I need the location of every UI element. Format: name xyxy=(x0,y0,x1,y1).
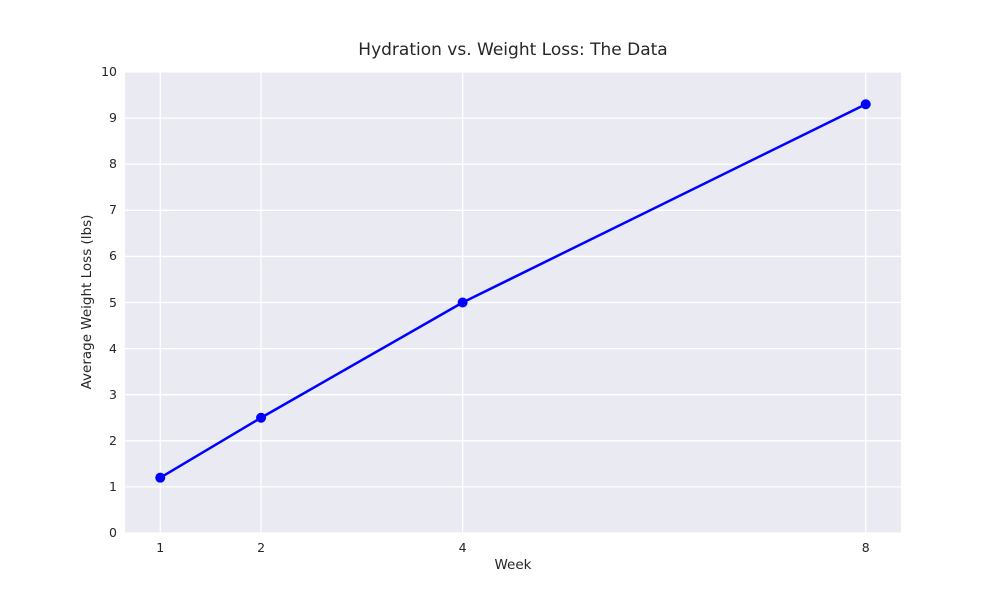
chart-title: Hydration vs. Weight Loss: The Data xyxy=(358,40,668,60)
y-tick-label: 6 xyxy=(109,248,117,264)
line-chart-svg xyxy=(125,72,901,533)
x-tick-label: 4 xyxy=(458,540,467,555)
y-tick-label: 3 xyxy=(109,386,117,402)
data-point-marker xyxy=(256,412,267,423)
y-tick-label: 5 xyxy=(109,294,117,310)
y-tick-label: 0 xyxy=(109,525,117,540)
data-line xyxy=(159,103,867,479)
data-point-marker xyxy=(457,297,468,308)
y-tick-label: 10 xyxy=(101,64,117,79)
y-tick-label: 4 xyxy=(109,340,117,356)
x-tick-label: 1 xyxy=(156,540,165,555)
data-point-marker xyxy=(860,99,871,110)
plot-area xyxy=(125,72,901,533)
y-tick-label: 7 xyxy=(109,202,117,218)
data-point-marker xyxy=(155,472,166,483)
y-tick-label: 1 xyxy=(109,478,117,494)
x-tick-label: 2 xyxy=(257,540,266,555)
x-tick-label: 8 xyxy=(861,540,870,555)
y-tick-label: 2 xyxy=(109,432,117,448)
y-tick-label: 9 xyxy=(109,110,117,126)
x-axis-label: Week xyxy=(494,557,532,573)
y-tick-label: 8 xyxy=(109,156,117,172)
